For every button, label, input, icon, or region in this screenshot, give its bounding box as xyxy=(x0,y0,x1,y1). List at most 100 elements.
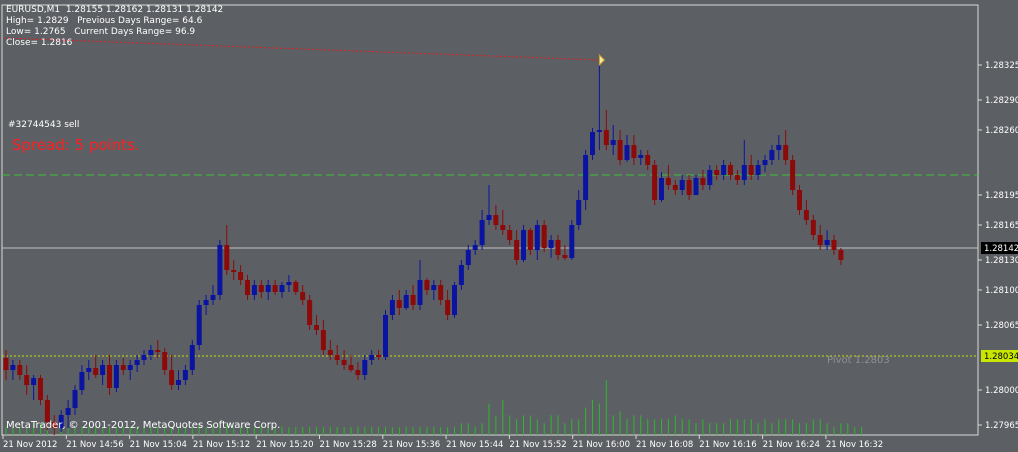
candle[interactable] xyxy=(507,225,513,245)
candle[interactable] xyxy=(355,362,361,380)
candle[interactable] xyxy=(279,282,285,298)
candle[interactable] xyxy=(734,170,740,185)
candle[interactable] xyxy=(72,385,78,415)
candle[interactable] xyxy=(44,395,50,430)
candle[interactable] xyxy=(258,280,264,298)
candle[interactable] xyxy=(610,125,616,155)
candle[interactable] xyxy=(38,375,43,405)
candle[interactable] xyxy=(665,165,671,190)
candle[interactable] xyxy=(555,235,561,260)
candle[interactable] xyxy=(417,260,423,310)
candle[interactable] xyxy=(334,345,340,365)
candle[interactable] xyxy=(17,360,23,380)
candle[interactable] xyxy=(527,228,533,255)
candle[interactable] xyxy=(286,275,292,292)
candle[interactable] xyxy=(182,365,188,385)
candle[interactable] xyxy=(445,290,451,320)
candle[interactable] xyxy=(569,220,575,260)
candle[interactable] xyxy=(631,135,637,165)
candle[interactable] xyxy=(210,285,216,305)
candle[interactable] xyxy=(797,185,802,215)
candle[interactable] xyxy=(583,150,589,210)
candle[interactable] xyxy=(196,300,202,350)
candle[interactable] xyxy=(741,140,747,185)
candle[interactable] xyxy=(10,360,16,380)
candle[interactable] xyxy=(300,285,306,305)
candle[interactable] xyxy=(803,200,809,225)
candle[interactable] xyxy=(293,280,299,295)
candle[interactable] xyxy=(638,150,644,165)
candle[interactable] xyxy=(810,215,816,240)
candle[interactable] xyxy=(314,315,319,335)
candle[interactable] xyxy=(31,375,37,400)
candle[interactable] xyxy=(120,358,126,375)
candle[interactable] xyxy=(203,295,209,315)
candle[interactable] xyxy=(755,160,761,180)
candle[interactable] xyxy=(107,355,112,395)
candle[interactable] xyxy=(748,155,754,180)
candle[interactable] xyxy=(776,135,782,160)
candle[interactable] xyxy=(472,240,478,255)
candle[interactable] xyxy=(562,245,568,260)
candle[interactable] xyxy=(189,340,195,375)
candle[interactable] xyxy=(721,160,727,180)
candle[interactable] xyxy=(714,165,720,180)
candle[interactable] xyxy=(679,175,685,195)
candle[interactable] xyxy=(548,235,554,258)
candle[interactable] xyxy=(831,235,837,255)
candle[interactable] xyxy=(272,280,278,295)
candle[interactable] xyxy=(783,130,789,165)
candle[interactable] xyxy=(113,360,119,392)
candle[interactable] xyxy=(383,310,388,360)
candle[interactable] xyxy=(465,245,471,270)
candle[interactable] xyxy=(169,355,175,390)
candle[interactable] xyxy=(617,130,623,165)
candle[interactable] xyxy=(65,400,71,428)
candle[interactable] xyxy=(431,280,437,300)
candle[interactable] xyxy=(762,155,768,172)
candle[interactable] xyxy=(3,350,9,380)
high-marker-icon[interactable] xyxy=(598,53,606,67)
candle[interactable] xyxy=(362,355,368,380)
candle[interactable] xyxy=(838,248,844,265)
candle[interactable] xyxy=(58,410,64,432)
candle[interactable] xyxy=(659,172,664,202)
candle[interactable] xyxy=(127,360,133,380)
candle[interactable] xyxy=(320,320,326,355)
candle[interactable] xyxy=(403,290,409,310)
candle[interactable] xyxy=(479,210,485,250)
candle[interactable] xyxy=(134,355,140,372)
candle[interactable] xyxy=(245,275,250,300)
candle[interactable] xyxy=(521,225,526,262)
candle[interactable] xyxy=(541,220,547,252)
candle[interactable] xyxy=(624,135,630,162)
candle[interactable] xyxy=(500,210,506,235)
candle[interactable] xyxy=(24,365,30,395)
candle[interactable] xyxy=(817,225,823,250)
candle[interactable] xyxy=(100,360,106,385)
candle[interactable] xyxy=(79,365,85,395)
candle[interactable] xyxy=(251,280,257,300)
candle[interactable] xyxy=(824,230,830,250)
candle[interactable] xyxy=(348,355,354,372)
candle[interactable] xyxy=(707,165,713,190)
candle[interactable] xyxy=(603,110,609,150)
candle[interactable] xyxy=(596,60,602,150)
candle[interactable] xyxy=(590,128,595,160)
candle[interactable] xyxy=(86,360,92,380)
candle[interactable] xyxy=(396,290,402,315)
candle[interactable] xyxy=(534,220,540,260)
candle[interactable] xyxy=(217,240,223,300)
candle[interactable] xyxy=(341,350,347,370)
candle[interactable] xyxy=(224,225,230,275)
candle[interactable] xyxy=(376,350,382,360)
candle[interactable] xyxy=(424,278,430,295)
candle[interactable] xyxy=(155,340,161,358)
candle[interactable] xyxy=(645,150,651,170)
trend-line[interactable] xyxy=(3,37,600,61)
candle[interactable] xyxy=(307,295,313,330)
candle[interactable] xyxy=(141,350,147,365)
candle[interactable] xyxy=(238,265,244,285)
candle[interactable] xyxy=(693,175,699,195)
